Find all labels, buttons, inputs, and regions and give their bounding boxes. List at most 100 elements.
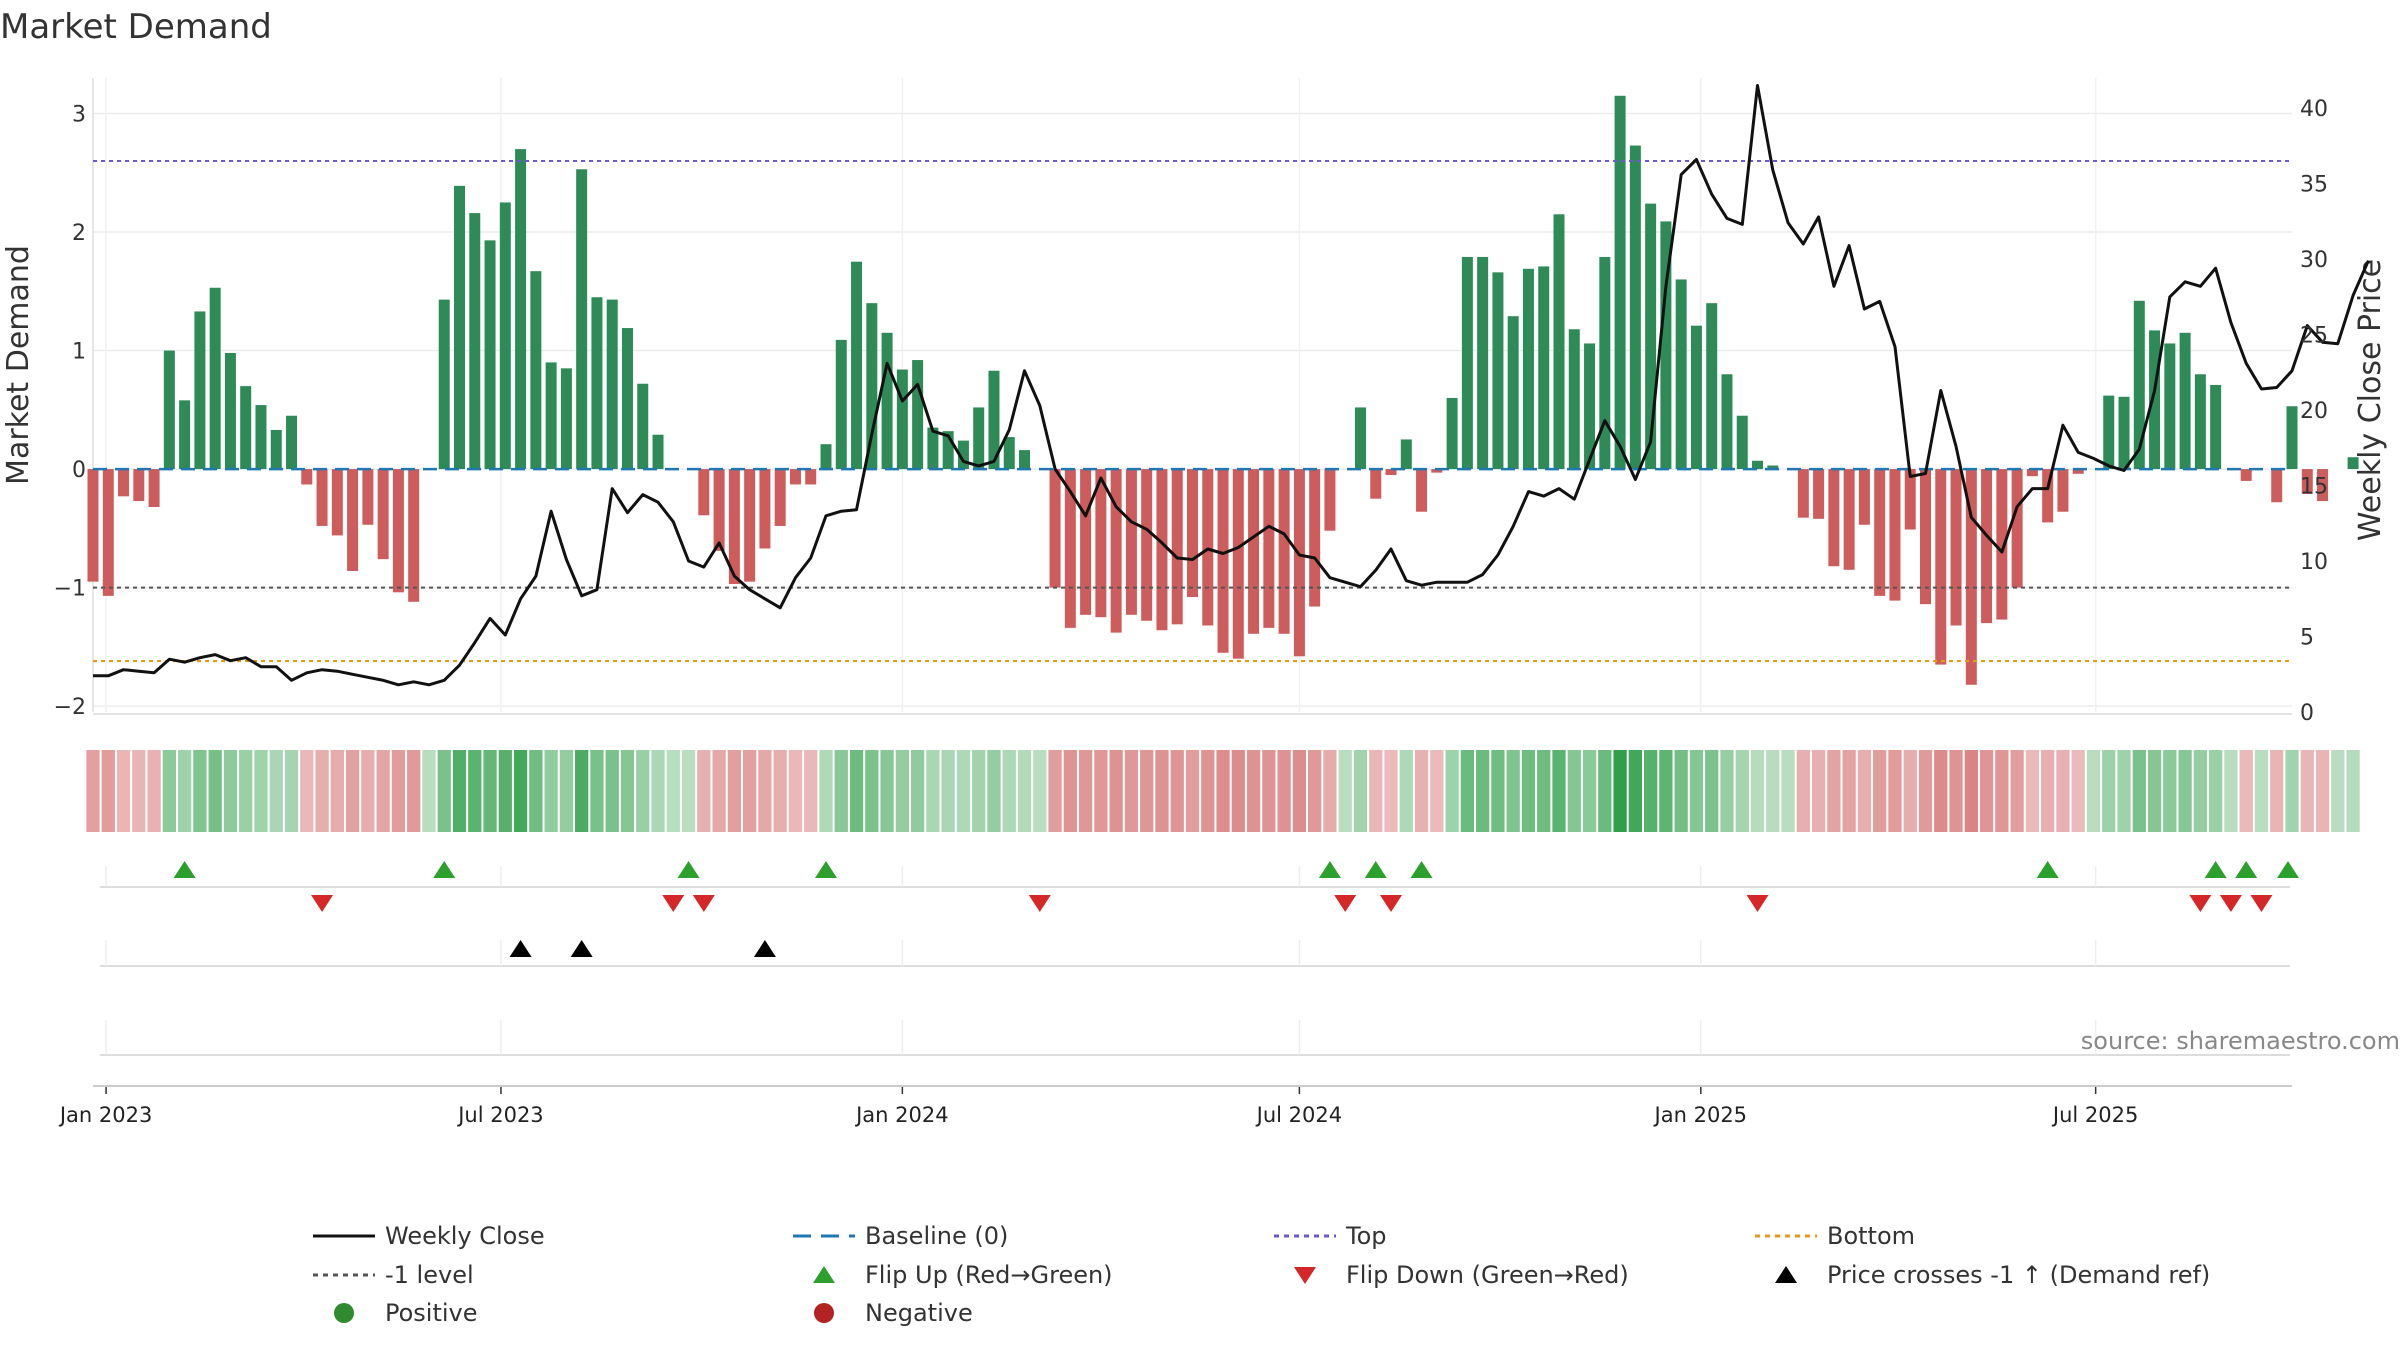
demand-bars <box>87 95 2359 685</box>
heat-cell <box>910 750 925 832</box>
heat-cell <box>559 750 574 832</box>
demand-bar <box>973 407 985 470</box>
demand-bar <box>469 213 481 470</box>
demand-bar <box>377 469 389 560</box>
demand-bar <box>621 328 633 470</box>
heat-cell <box>2056 750 2070 832</box>
heat-cell <box>269 750 283 832</box>
demand-bar <box>1446 397 1458 470</box>
heat-cell <box>1735 750 1749 832</box>
flip-up-marker <box>2235 861 2258 878</box>
demand-bar <box>1003 437 1015 470</box>
price-polyline <box>93 84 2370 687</box>
demand-bar <box>118 469 130 497</box>
demand-bar <box>1675 279 1687 470</box>
flip-up-marker <box>1410 861 1433 878</box>
demand-bar <box>179 400 191 470</box>
heat-cell <box>330 750 344 832</box>
demand-bar <box>896 369 908 470</box>
heat-cell <box>1796 750 1810 832</box>
demand-bar <box>1263 469 1275 628</box>
heat-cell <box>2239 750 2253 832</box>
demand-bar <box>560 368 572 470</box>
legend-item: Positive <box>334 1299 478 1327</box>
heat-cell <box>712 750 726 832</box>
heat-cell <box>2224 750 2238 832</box>
flip-up-marker <box>433 861 456 878</box>
y2-tick-label: 25 <box>2300 324 2328 349</box>
heat-cell <box>177 750 192 832</box>
heat-cell <box>1552 750 1566 832</box>
heat-cell <box>758 750 772 832</box>
heat-cell <box>1537 750 1551 832</box>
demand-bar <box>163 350 175 470</box>
heat-cell <box>2086 750 2101 832</box>
demand-bar <box>1950 469 1962 626</box>
heat-cell <box>193 750 207 832</box>
heat-cell <box>926 750 940 832</box>
y-tick-label: 2 <box>72 221 86 246</box>
heat-cell <box>804 750 818 832</box>
heat-cell <box>987 750 1001 832</box>
legend-item: Weekly Close <box>313 1222 545 1250</box>
heat-cell <box>895 750 909 832</box>
heat-cell <box>315 750 329 832</box>
heat-cell <box>1491 750 1505 832</box>
heat-cell <box>1109 750 1123 832</box>
flip-up-marker <box>1364 861 1387 878</box>
source-note: source: sharemaestro.com <box>2081 1027 2400 1055</box>
demand-bar <box>224 352 236 470</box>
demand-bar <box>1125 469 1137 615</box>
heat-cell <box>1201 750 1215 832</box>
demand-bar <box>2011 469 2023 588</box>
y2-tick-label: 40 <box>2300 97 2328 122</box>
heat-cell <box>773 750 787 832</box>
demand-bar <box>2271 469 2283 503</box>
heat-cell <box>590 750 604 832</box>
flip-up-marker <box>173 861 196 878</box>
y-tick-label: −1 <box>54 577 86 602</box>
y2-tick-label: 10 <box>2300 550 2328 575</box>
demand-bar <box>209 287 221 470</box>
y2-tick-label: 35 <box>2300 173 2328 198</box>
heat-cell <box>483 750 497 832</box>
flip-up-marker <box>2277 861 2299 878</box>
heat-cell <box>1964 750 1978 832</box>
demand-bar <box>148 469 160 507</box>
legend-swatch-circle <box>814 1303 834 1323</box>
legend-swatch-circle <box>334 1303 354 1323</box>
demand-bar <box>942 431 954 470</box>
demand-bar <box>1599 256 1611 470</box>
demand-bar <box>1019 450 1031 470</box>
heat-cell <box>147 750 161 832</box>
demand-bar <box>2026 469 2038 477</box>
heat-cell <box>1628 750 1642 832</box>
legend-item: Flip Up (Red→Green) <box>813 1261 1113 1289</box>
weekly-close-line <box>93 84 2370 687</box>
heat-cell <box>300 750 314 832</box>
flip-up-marker <box>1318 861 1341 878</box>
demand-bar <box>988 370 1000 470</box>
heat-cell <box>1323 750 1337 832</box>
heat-cell <box>1353 750 1368 832</box>
demand-bar <box>1690 325 1702 470</box>
heat-cell <box>880 750 894 832</box>
demand-bar <box>1645 203 1657 470</box>
chart-title: Market Demand <box>0 7 272 47</box>
demand-bar <box>1095 469 1107 618</box>
heat-cell <box>1903 750 1917 832</box>
y2-tick-label: 5 <box>2300 626 2314 651</box>
demand-bar <box>1492 272 1504 470</box>
heat-cell <box>391 750 406 832</box>
y2-tick-label: 30 <box>2300 248 2328 273</box>
demand-bar <box>2133 300 2145 470</box>
legend-item: -1 level <box>313 1261 474 1289</box>
legend-label: Positive <box>385 1299 478 1327</box>
heat-cell <box>2132 750 2146 832</box>
demand-bar <box>1828 469 1840 567</box>
heat-cell <box>743 750 757 832</box>
heat-cell <box>345 750 360 832</box>
heat-cell <box>2117 750 2131 832</box>
heat-cell <box>620 750 635 832</box>
flip-down-marker <box>1028 895 1051 912</box>
